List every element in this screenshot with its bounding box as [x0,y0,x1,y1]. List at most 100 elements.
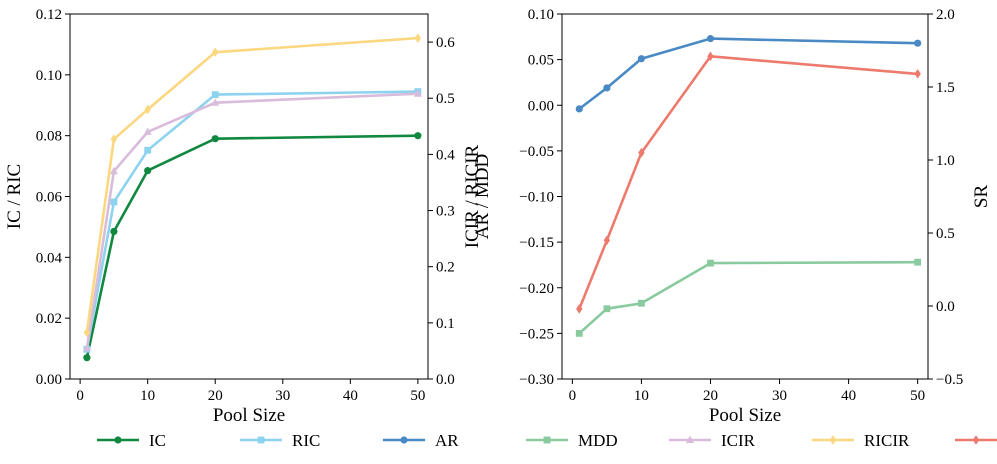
y-left-tick-label: −0.25 [519,326,554,342]
x-tick-label: 10 [140,388,155,404]
y-right-tick-label: 1.0 [936,153,955,169]
series-icir [82,89,422,352]
x-tick-label: 50 [410,388,425,404]
series-ic-point [414,132,422,140]
series-sr-line [578,54,918,310]
series-icir-line [85,92,418,349]
legend-swatch-marker [686,435,694,443]
series-icir-point [109,166,118,175]
y-left-tick-label: 0.02 [36,311,62,327]
series-ic-point [83,354,91,362]
right-panel: 0 10 20 30 40 50 −0.30 −0.25 −0.20 −0.15 −0.10 −0.0… [472,7,992,426]
legend-swatch-marker [257,436,265,444]
legend-item-icir: ICIR [669,431,756,450]
series-sr-point [576,304,583,314]
series-ric [83,88,422,353]
legend-item-mdd: MDD [526,431,618,450]
y-left-tick-label: 0.12 [36,7,62,23]
y-right-tick-label: 0.6 [436,35,455,51]
x-tick-label: 20 [703,388,718,404]
series-ricir-point [110,134,118,145]
x-tick-label: 30 [275,388,290,404]
x-tick-label: 40 [841,388,856,404]
series-ic-point [110,227,118,236]
y-right-tick-label: 0.5 [436,91,455,107]
series-ar-point [603,84,611,92]
series-mdd-point [603,305,611,313]
series-ar-point [706,35,715,43]
series-mdd-point [914,258,922,266]
legend-label: RIC [292,431,320,450]
left-panel: 0 10 20 30 40 50 0.00 0.02 0.04 0.06 0.08 0.10 0.12 0… [4,7,483,426]
x-tick-label: 40 [343,388,358,404]
x-tick-label: 10 [634,388,649,404]
series-mdd-point [638,299,645,307]
series-ic [83,132,422,362]
legend-swatch-marker [543,436,551,444]
series-ric-point [144,146,152,154]
legend-item-ar: AR [383,431,459,450]
x-tick-label: 50 [910,388,925,404]
plot-frame [69,13,429,380]
y-right-tick-label: 0.4 [436,147,455,163]
x-tick-label: 20 [208,388,223,404]
y-right-tick-label: 0.2 [436,260,455,276]
legend-label: MDD [578,431,618,450]
series-sr-point [914,69,921,79]
legend-swatch-marker [400,436,408,444]
legend-item-sr: SR [955,435,997,445]
legend-swatch-marker [972,435,980,445]
legend-label: IC [149,431,166,450]
series-ic-point [211,135,219,143]
y-left-tick-label: 0.04 [36,250,63,266]
y-right-axis-label: SR [971,185,992,209]
y-left-tick-label: 0.10 [528,7,554,23]
series-mdd-line [578,260,918,335]
y-left-tick-label: 0.00 [36,372,62,388]
y-left-tick-label: 0.08 [36,129,62,145]
y-right-tick-label: −0.5 [936,372,963,388]
series-sr-point [638,147,645,158]
series-ricir [83,33,422,338]
series-ric-line [85,90,418,350]
x-tick-label: 30 [772,388,787,404]
series-ricir-point [83,327,91,338]
legend-item-ricir: RICIR [812,431,910,450]
y-right-tick-label: 0.5 [936,226,955,242]
y-right-tick-label: 1.5 [936,80,955,96]
y-right-tick-label: 0.3 [436,204,455,220]
y-left-tick-label: 0.05 [528,53,554,69]
series-sr [576,51,921,314]
plot-frame [561,13,929,380]
series-ar-point [637,55,646,63]
series-sr-point [603,235,611,246]
legend-item-ic: IC [97,431,166,450]
y-left-axis-label: AR / MDD [472,154,493,240]
y-left-tick-label: −0.15 [519,235,554,251]
series-ricir-point [144,104,151,115]
y-left-tick-label: −0.30 [519,372,554,388]
series-icir-point [143,127,152,135]
legend-swatch-marker [114,436,122,444]
x-axis-label: Pool Size [709,405,781,426]
series-mdd-point [707,259,714,267]
y-right-tick-label: 0.1 [436,316,455,332]
y-left-tick-label: −0.05 [519,144,554,160]
series-mdd [575,258,922,337]
series-ricir-line [85,36,418,333]
series-ric-point [211,91,219,99]
x-tick-label: 0 [76,388,84,404]
series-ar-point [914,39,922,47]
y-left-tick-label: −0.20 [519,281,554,297]
series-mdd-point [575,329,583,337]
y-right-tick-label: 0.0 [436,372,455,388]
x-tick-label: 0 [569,388,577,404]
legend-item-ric: RIC [240,431,320,450]
legend-label: ICIR [721,431,756,450]
y-left-tick-label: 0.00 [528,98,554,114]
series-ar-point [575,105,583,113]
legend-swatch-marker [829,435,837,445]
y-left-axis-label: IC / RIC [4,164,25,229]
series-icir-point [413,89,422,97]
series-ricir-point [212,47,219,57]
